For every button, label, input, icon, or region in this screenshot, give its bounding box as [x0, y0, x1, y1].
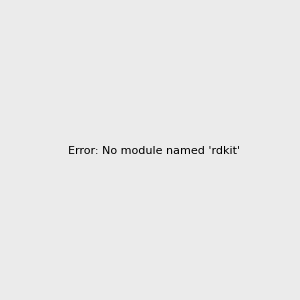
Text: Error: No module named 'rdkit': Error: No module named 'rdkit' [68, 146, 240, 157]
